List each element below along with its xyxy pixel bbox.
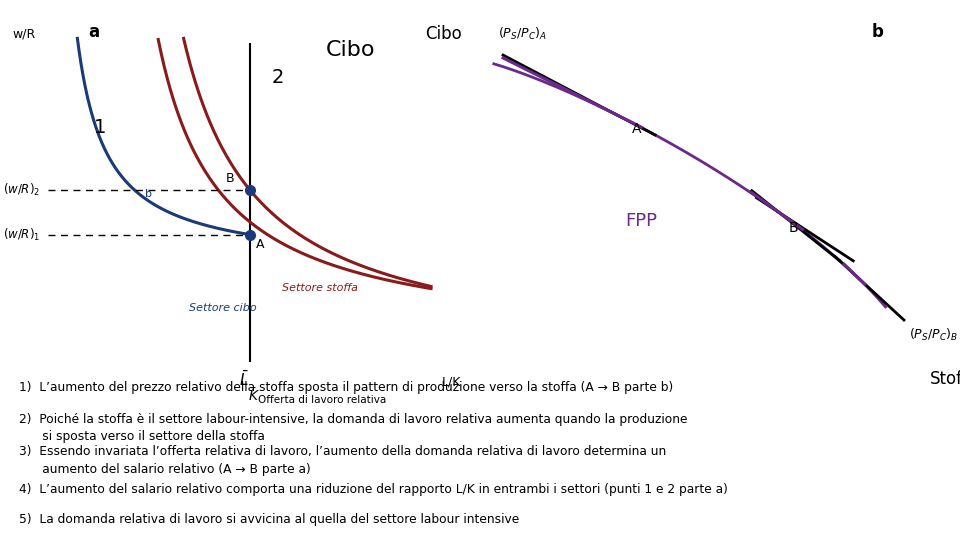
Text: 4)  L’aumento del salario relativo comporta una riduzione del rapporto L/K in en: 4) L’aumento del salario relativo compor…: [19, 483, 728, 496]
Text: Stoffa: Stoffa: [930, 369, 960, 388]
Text: 1: 1: [94, 118, 107, 137]
Text: A: A: [632, 123, 641, 136]
Text: 5)  La domanda relativa di lavoro si avvicina al quella del settore labour inten: 5) La domanda relativa di lavoro si avvi…: [19, 513, 519, 526]
Text: $(P_S/P_C)_A$: $(P_S/P_C)_A$: [498, 25, 547, 42]
Text: Settore cibo: Settore cibo: [189, 303, 256, 313]
Text: 2: 2: [272, 68, 284, 87]
Text: $\bar{L}$: $\bar{L}$: [239, 370, 249, 389]
Text: 3)  Essendo invariata l’offerta relativa di lavoro, l’aumento della domanda rela: 3) Essendo invariata l’offerta relativa …: [19, 446, 666, 476]
Text: Offerta di lavoro relativa: Offerta di lavoro relativa: [258, 395, 386, 406]
Text: $(P_S/P_C)_B$: $(P_S/P_C)_B$: [908, 327, 957, 343]
Text: $(w/R)_2$: $(w/R)_2$: [3, 181, 40, 198]
Text: FPP: FPP: [625, 212, 658, 230]
Text: Cibo: Cibo: [425, 25, 462, 43]
Text: w/R: w/R: [12, 27, 36, 40]
Text: a: a: [88, 23, 100, 41]
Text: b: b: [145, 190, 153, 199]
Text: B: B: [789, 221, 799, 235]
Text: 2)  Poiché la stoffa è il settore labour-intensive, la domanda di lavoro relativ: 2) Poiché la stoffa è il settore labour-…: [19, 413, 687, 443]
Text: A: A: [255, 238, 264, 251]
Text: Settore stoffa: Settore stoffa: [282, 283, 358, 293]
Text: L/K: L/K: [442, 375, 461, 388]
Text: $(w/R)_1$: $(w/R)_1$: [3, 226, 40, 242]
Text: B: B: [226, 172, 234, 185]
Text: 1)  L’aumento del prezzo relativo della stoffa sposta il pattern di produzione v: 1) L’aumento del prezzo relativo della s…: [19, 381, 674, 394]
Text: $\bar{K}$: $\bar{K}$: [248, 387, 259, 404]
Text: Cibo: Cibo: [325, 40, 375, 60]
Text: b: b: [872, 23, 883, 41]
